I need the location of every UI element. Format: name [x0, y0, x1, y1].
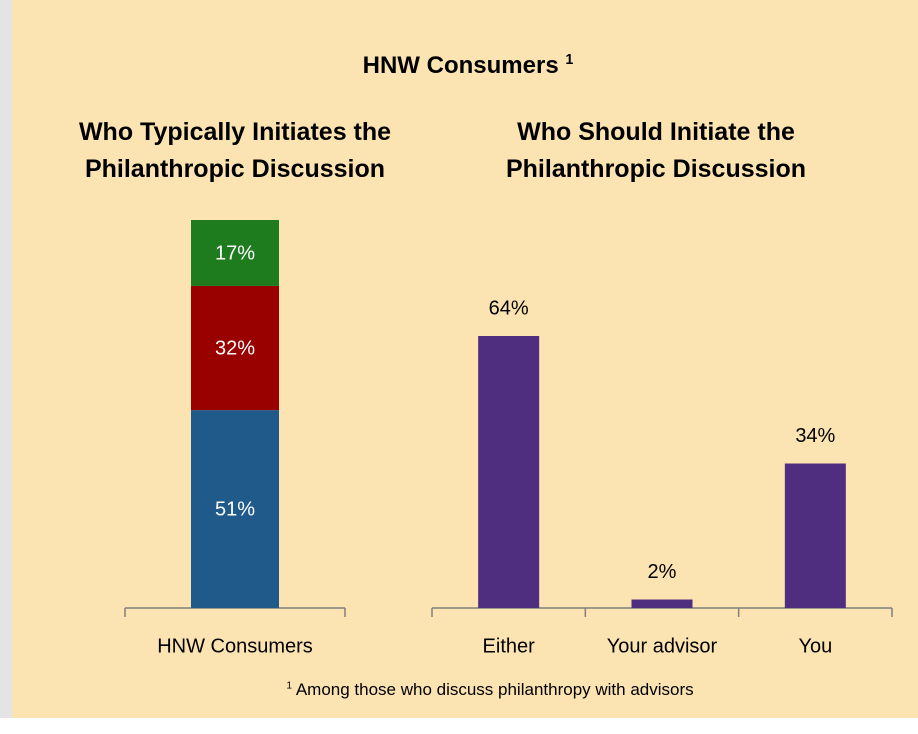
footnote: 1 Among those who discuss philanthropy w…: [90, 680, 890, 700]
footnote-mark: 1: [286, 680, 293, 692]
bar-segment: [191, 220, 279, 286]
chart-title: Who Typically Initiates the Philanthropi…: [78, 118, 392, 183]
bar-segment: [191, 285, 279, 411]
x-tick-label: HNW Consumers: [157, 635, 313, 657]
data-label: 17%: [215, 242, 255, 264]
side-strip: [0, 0, 12, 718]
data-label: 64%: [489, 297, 529, 319]
data-label: 34%: [795, 425, 835, 447]
x-tick-label: You: [798, 635, 832, 657]
main-title: HNW Consumers 1: [268, 52, 668, 80]
data-label: 32%: [215, 337, 255, 359]
bar: [784, 463, 846, 608]
x-tick-label: Your advisor: [607, 635, 718, 657]
x-tick-label: Either: [483, 635, 536, 657]
chart-title: Who Should Initiate the Philanthropic Di…: [505, 118, 807, 183]
footnote-text: Among those who discuss philanthropy wit…: [295, 680, 694, 699]
title-text: HNW Consumers: [362, 52, 559, 79]
panel: [12, 0, 918, 718]
bar: [631, 599, 693, 608]
title-mark: 1: [565, 52, 574, 68]
bar-segment: [191, 410, 279, 608]
bar: [478, 336, 540, 608]
data-label: 2%: [648, 561, 677, 583]
data-label: 51%: [215, 498, 255, 520]
